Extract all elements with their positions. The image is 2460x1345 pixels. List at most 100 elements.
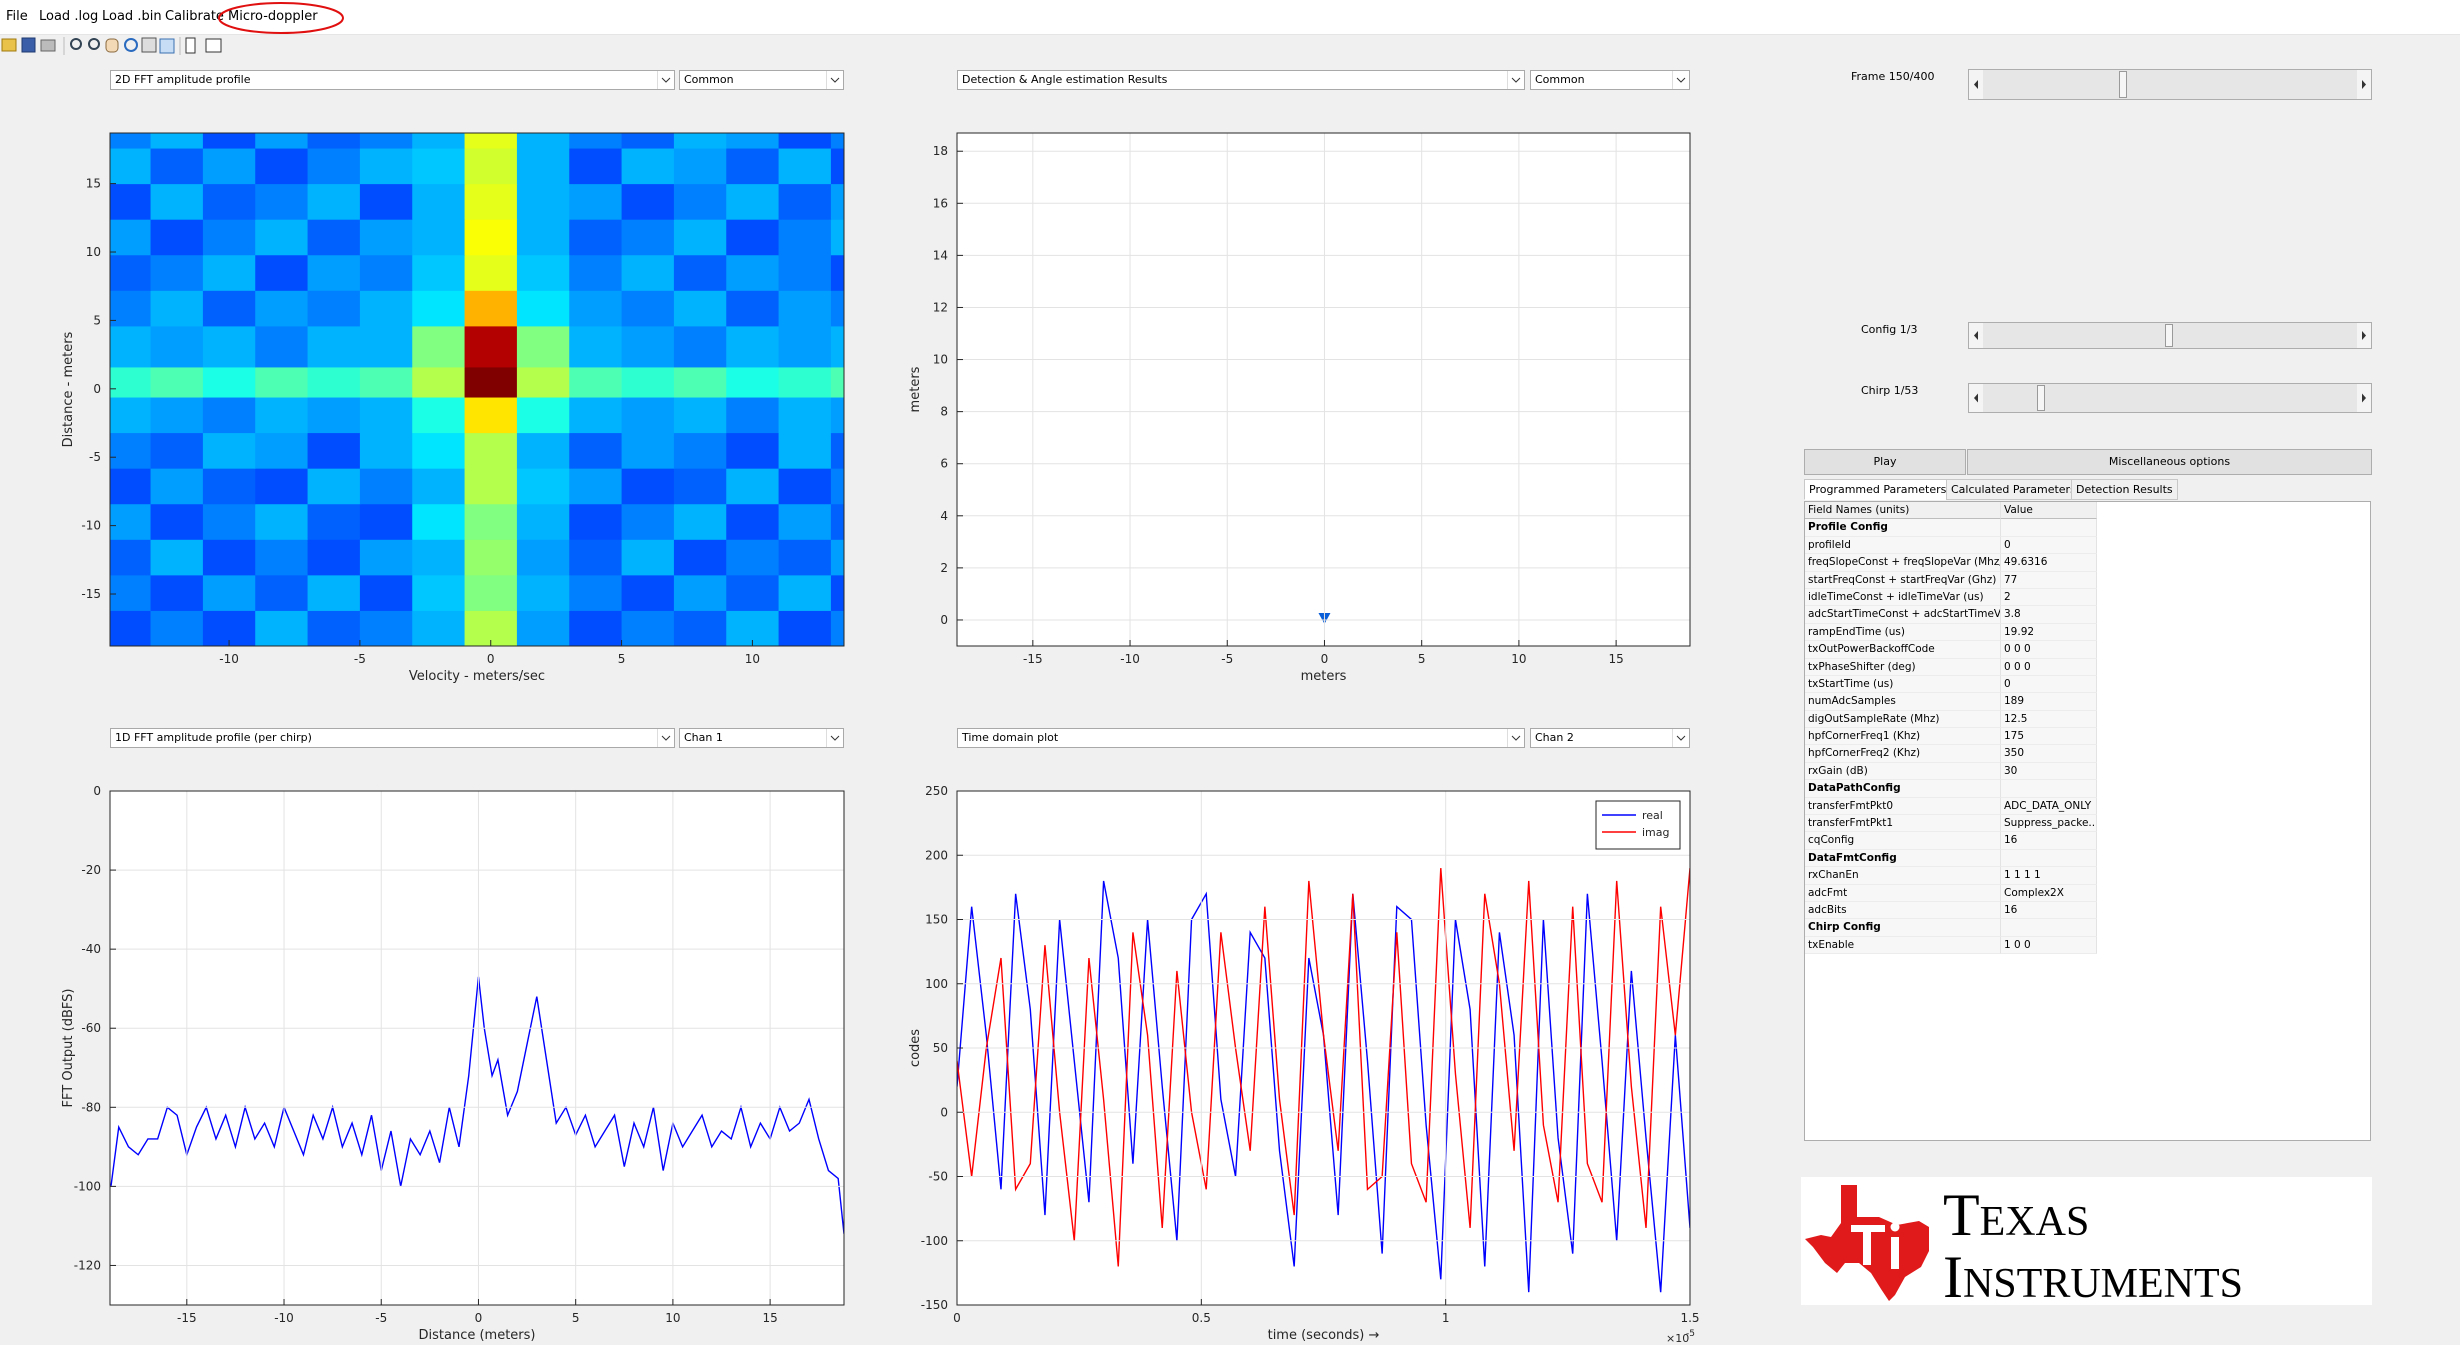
plot-select[interactable]: Detection & Angle estimation Results xyxy=(957,70,1525,90)
arrow-glyph xyxy=(2362,331,2366,340)
slider-right-arrow[interactable] xyxy=(2357,384,2371,412)
x-tick-label: 10 xyxy=(1511,652,1526,666)
dropdown-arrow xyxy=(661,77,671,83)
heatmap-cell xyxy=(307,503,361,540)
chevron xyxy=(661,735,671,741)
y-tick-label: 10 xyxy=(86,245,101,259)
heatmap-cell xyxy=(516,290,570,327)
heatmap-cell xyxy=(830,148,844,185)
heatmap-cell xyxy=(110,325,152,368)
heatmap-cell xyxy=(726,148,780,185)
print-icon[interactable] xyxy=(40,39,56,52)
tab[interactable]: Calculated Parameters xyxy=(1946,479,2081,500)
open-icon[interactable] xyxy=(1,38,17,52)
heatmap-cell xyxy=(516,397,570,434)
slider-right-arrow[interactable] xyxy=(2357,70,2371,99)
y-axis-label: meters xyxy=(908,366,923,412)
legend-icon[interactable] xyxy=(205,38,222,53)
heatmap-cell xyxy=(150,325,204,368)
x-tick-label: 1.5 xyxy=(1680,1311,1699,1325)
channel-select[interactable]: Common xyxy=(679,70,844,90)
brush-icon[interactable] xyxy=(159,38,175,54)
slider-thumb[interactable] xyxy=(2037,385,2045,411)
heatmap-cell xyxy=(202,183,256,220)
colorbar-icon[interactable] xyxy=(185,37,196,54)
zoom-in-icon[interactable] xyxy=(70,38,82,50)
chirp-slider[interactable] xyxy=(1968,383,2372,413)
slider-thumb[interactable] xyxy=(2119,71,2127,98)
x-tick-label: 0 xyxy=(1321,652,1329,666)
x-tick-label: 1 xyxy=(1442,1311,1450,1325)
dropdown-text: Chan 1 xyxy=(684,731,723,744)
slider-right-arrow[interactable] xyxy=(2357,323,2371,348)
heatmap-cell xyxy=(778,574,832,611)
heatmap-cell xyxy=(673,432,727,469)
heatmap-cell xyxy=(359,325,413,368)
heatmap-cell xyxy=(110,290,152,327)
slider-left-arrow[interactable] xyxy=(1969,384,1983,412)
heatmap-cell xyxy=(412,397,466,434)
datacursor-icon[interactable] xyxy=(141,37,157,53)
zoom-out-icon[interactable] xyxy=(88,38,100,50)
y-tick-label: -150 xyxy=(921,1298,948,1312)
section-title: Profile Config xyxy=(1805,519,2001,537)
dropdown-text: Chan 2 xyxy=(1535,731,1574,744)
tab[interactable]: Programmed Parameters xyxy=(1804,479,1952,500)
chevron xyxy=(1511,735,1521,741)
channel-select[interactable]: Chan 1 xyxy=(679,728,844,748)
plot-select[interactable]: Time domain plot xyxy=(957,728,1525,748)
x-tick-label: 5 xyxy=(572,1311,580,1325)
heatmap-cell xyxy=(464,254,518,291)
table-row: idleTimeConst + idleTimeVar (us) 2 xyxy=(1805,588,2370,607)
field-name: adcBits xyxy=(1805,901,2001,920)
slider-thumb[interactable] xyxy=(2165,324,2173,347)
y-tick-label: 250 xyxy=(925,784,948,798)
x-multiplier-exponent: -5 xyxy=(1686,1329,1695,1339)
play-button[interactable]: Play xyxy=(1804,449,1966,475)
heatmap-cell xyxy=(412,290,466,327)
y-axis-label: Distance - meters xyxy=(61,331,76,447)
y-tick-label: 18 xyxy=(933,144,948,158)
heatmap-cell xyxy=(202,290,256,327)
field-name: profileId xyxy=(1805,536,2001,555)
table-row: txStartTime (us) 0 xyxy=(1805,675,2370,694)
field-name: adcFmt xyxy=(1805,884,2001,902)
menu-item[interactable]: Load .log xyxy=(39,9,99,24)
heatmap-cell xyxy=(673,397,727,434)
tab[interactable]: Detection Results xyxy=(2071,479,2178,500)
heatmap-cell xyxy=(778,366,832,398)
heatmap-cell xyxy=(673,574,727,611)
save-icon[interactable] xyxy=(21,37,36,53)
menu-item[interactable]: Load .bin xyxy=(102,9,162,24)
plot-select[interactable]: 1D FFT amplitude profile (per chirp) xyxy=(110,728,675,748)
menu-item[interactable]: File xyxy=(6,9,28,24)
frame-slider[interactable] xyxy=(1968,69,2372,100)
field-value: 30 xyxy=(2001,762,2097,781)
slider-left-arrow[interactable] xyxy=(1969,70,1983,99)
rotate-icon[interactable] xyxy=(124,38,138,52)
heatmap-cell xyxy=(830,366,844,398)
red-circle-annotation xyxy=(218,2,344,34)
heatmap-cell xyxy=(569,183,623,220)
plot-select[interactable]: 2D FFT amplitude profile xyxy=(110,70,675,90)
slider-left-arrow[interactable] xyxy=(1969,323,1983,348)
y-tick-label: 0 xyxy=(93,784,101,798)
heatmap-cell xyxy=(150,290,204,327)
field-value: 12.5 xyxy=(2001,710,2097,729)
menu-item[interactable]: Calibrate xyxy=(165,9,224,24)
config-slider[interactable] xyxy=(1968,322,2372,349)
misc-options-button[interactable]: Miscellaneous options xyxy=(1967,449,2372,475)
heatmap-cell xyxy=(830,539,844,576)
x-tick-label: 0 xyxy=(953,1311,961,1325)
menu-item[interactable]: Micro-doppler xyxy=(228,9,318,24)
heatmap-cell xyxy=(778,539,832,576)
channel-select[interactable]: Common xyxy=(1530,70,1690,90)
heatmap-cell xyxy=(255,397,309,434)
heatmap-cell xyxy=(516,503,570,540)
table-row: txPhaseShifter (deg) 0 0 0 xyxy=(1805,658,2370,676)
y-tick-label: 5 xyxy=(93,313,101,327)
heatmap-cell xyxy=(464,432,518,469)
x-tick-label: -15 xyxy=(177,1311,197,1325)
channel-select[interactable]: Chan 2 xyxy=(1530,728,1690,748)
pan-icon[interactable] xyxy=(105,38,119,53)
